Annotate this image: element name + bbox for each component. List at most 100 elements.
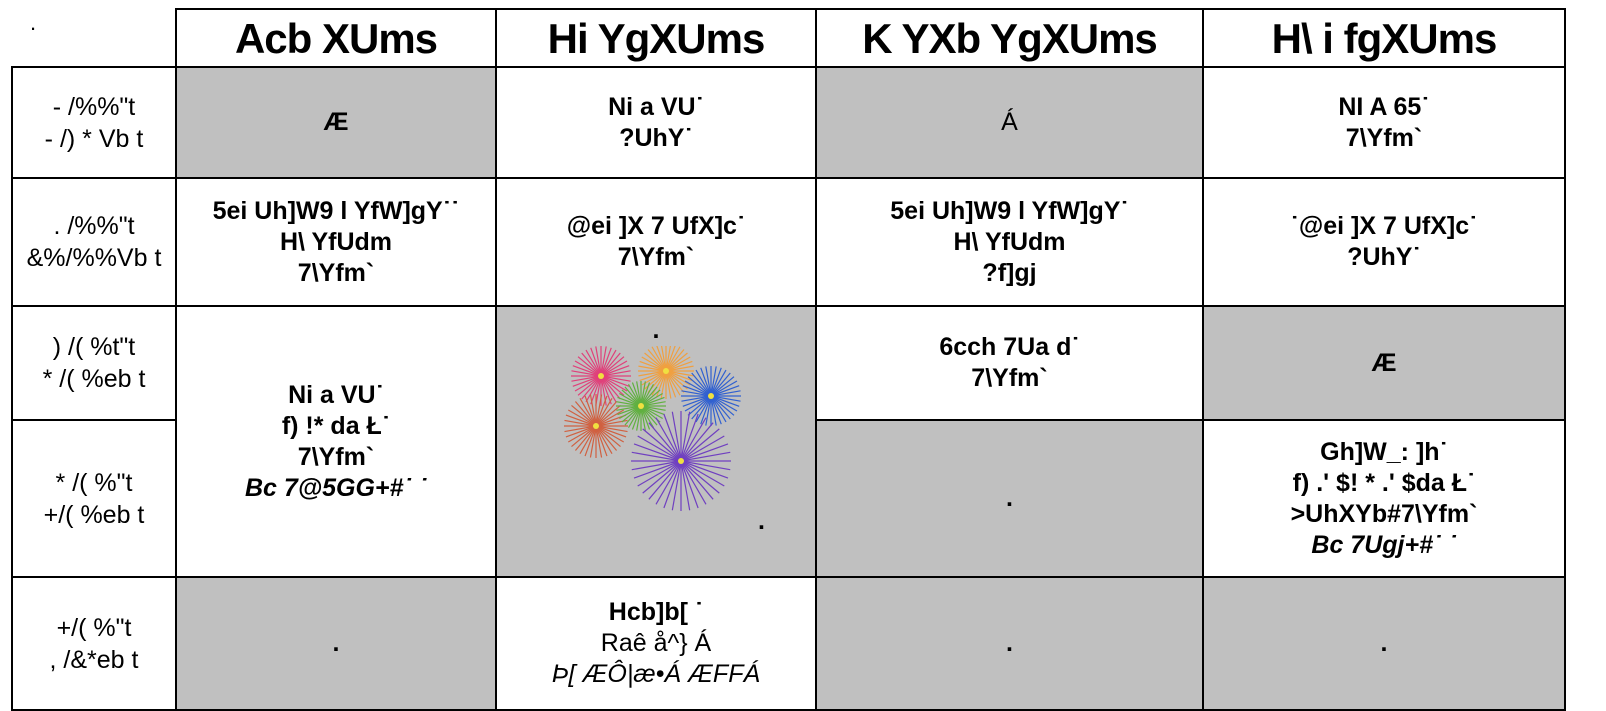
firework-ray [638,370,667,377]
firework-ray [584,425,597,457]
firework-ray [665,360,693,372]
firework-ray [682,395,712,407]
firework-ray [710,395,731,420]
corner-text: . [30,10,37,35]
firework-ray [640,405,663,420]
firework-ray [595,346,602,377]
firework-ray [617,396,642,407]
firework-ray [705,366,712,397]
firework-ray [585,349,602,377]
firework-ray [641,370,667,386]
time-cell: - /%%"t - /) * Vb t [11,66,177,179]
cell-text: 7\Yfm` [297,442,375,471]
firework-ray [665,346,681,372]
firework-ray [595,397,613,427]
cell-text: 6cch 7Ua d˙ [939,333,1080,361]
firework-ray [631,451,682,462]
firework-ray [574,425,597,451]
firework-ray [617,405,642,416]
firework-ray [639,360,667,372]
firework-ray [639,370,667,382]
day-header: Hi YgXUms [495,8,817,68]
firework-ray [616,405,642,411]
firework-ray [624,386,642,407]
cell-text: Bc 7@5GG+#˙ ˙ [244,473,428,502]
firework-ray [600,375,612,405]
firework-ray [665,370,691,386]
schedule-cell: . [815,576,1204,711]
cell-text: . [652,316,660,344]
firework-ray [665,349,685,372]
firework-ray [710,366,717,397]
firework-ray [640,405,655,428]
cell-text: H\ YfUdm [953,227,1066,256]
firework-ray [600,375,625,396]
firework-ray [644,352,667,372]
firework-ray [595,425,625,443]
cell-text: ˙@ei ]X 7 UfX]c˙ [1290,212,1478,240]
firework-ray [640,386,658,407]
cell-text: - /%%"t [52,92,136,121]
firework-ray [624,405,642,426]
firework-ray [665,352,688,372]
firework-ray [600,375,628,392]
cell-text: ?UhY˙ [1347,243,1421,271]
firework-ray [640,405,658,426]
cell-text: Þ[ ÆÔ|æ•Á ÆFFÁ [551,660,761,688]
day-header: Acb XUms [175,8,497,68]
firework-ray [710,380,738,397]
firework-ray [595,425,608,457]
firework-ray [663,460,682,509]
schedule-cell: . [1202,576,1566,711]
schedule-cell: Á [815,66,1204,179]
firework-ray [600,352,621,377]
cell-text: ?f]gj [982,258,1037,287]
firework-ray [631,382,642,407]
firework-ray [681,390,712,397]
firework-ray [627,405,642,428]
firework-ray [640,392,663,407]
firework-ray [663,413,682,462]
schedule-cell: Hcb]b[ ˙ Raê å^} Á Þ[ ÆÔ|æ•Á ÆFFÁ [495,576,817,711]
firework-ray [695,369,712,397]
cell-text: . [1006,484,1013,512]
firework-ray [600,360,628,377]
firework-ray [665,346,672,372]
time-cell: +/( %"t , /&*eb t [11,576,177,711]
firework-ray [710,369,727,397]
cell-text: * /( %"t [55,468,133,497]
firework-ray [579,397,597,427]
firework-ray [595,425,628,433]
firework-ray [655,417,682,462]
schedule-cell: Æ [175,66,497,179]
firework-ray [640,401,666,407]
firework-ray [567,409,597,427]
firework-ray [590,375,602,405]
firework-ray [681,395,712,402]
firework-ray [595,425,603,458]
firework-ray [687,376,712,397]
firework-ray [695,395,712,423]
firework-ray [680,460,699,509]
firework-ray [577,375,602,396]
firework-ray [640,396,665,407]
firework-core [708,393,714,399]
firework-ray [665,365,694,372]
firework-ray [574,375,602,392]
cell-text: , /&*eb t [49,645,139,674]
firework-ray [640,389,661,407]
firework-ray [710,390,741,397]
firework-ray [680,417,707,462]
cell-text: 5ei Uh]W9 l YfW]gY˙˙ [212,196,460,225]
firework-ray [647,349,667,372]
firework-ray [642,428,682,462]
firework-ray [660,346,667,372]
day-header: K YXb YgXUms [815,8,1204,68]
firework-ray [680,460,720,494]
firework-ray [633,460,682,479]
firework-ray [651,346,667,372]
firework-ray [680,451,731,462]
firework-ray [640,384,655,407]
schedule-cell: Gh]W_: ]h˙ f) .' $! * .' $da Ł˙ >UhXYb#7\Y… [1202,419,1566,578]
firework-ray [665,370,672,399]
